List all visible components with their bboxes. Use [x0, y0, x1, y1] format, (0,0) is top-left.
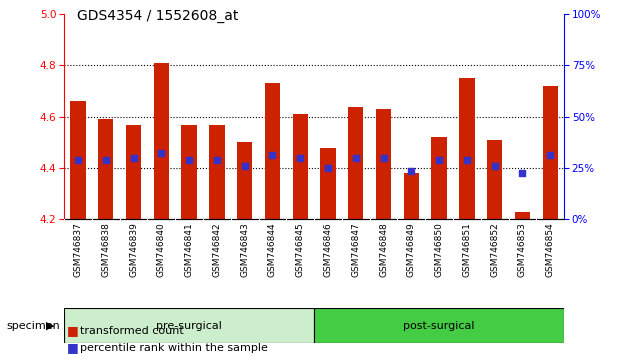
Point	[295, 155, 305, 161]
Point	[490, 163, 500, 169]
Bar	[98, 119, 113, 219]
Point	[351, 155, 361, 161]
Bar	[71, 102, 86, 219]
Point	[517, 171, 528, 176]
Text: ■: ■	[67, 341, 79, 354]
Point	[212, 158, 222, 163]
Point	[240, 163, 250, 169]
Bar	[126, 125, 141, 219]
Point	[101, 158, 111, 163]
Bar	[487, 140, 503, 219]
Point	[323, 165, 333, 171]
Bar	[209, 125, 224, 219]
Bar	[404, 173, 419, 219]
Bar	[64, 308, 314, 343]
Bar	[292, 114, 308, 219]
Point	[156, 150, 167, 156]
Bar	[542, 86, 558, 219]
Bar	[265, 84, 280, 219]
Bar	[431, 137, 447, 219]
Bar	[314, 308, 564, 343]
Text: ■: ■	[67, 325, 79, 337]
Point	[406, 168, 417, 173]
Text: GDS4354 / 1552608_at: GDS4354 / 1552608_at	[77, 9, 238, 23]
Bar	[376, 109, 391, 219]
Point	[267, 153, 278, 158]
Point	[128, 155, 138, 161]
Bar	[154, 63, 169, 219]
Bar	[237, 143, 253, 219]
Bar	[320, 148, 336, 219]
Bar	[181, 125, 197, 219]
Text: ▶: ▶	[46, 321, 54, 331]
Bar	[348, 107, 363, 219]
Point	[73, 158, 83, 163]
Text: percentile rank within the sample: percentile rank within the sample	[80, 343, 268, 353]
Text: pre-surgical: pre-surgical	[156, 321, 222, 331]
Bar	[515, 212, 530, 219]
Point	[184, 158, 194, 163]
Text: transformed count: transformed count	[80, 326, 184, 336]
Bar	[459, 78, 474, 219]
Point	[462, 158, 472, 163]
Text: specimen: specimen	[6, 321, 60, 331]
Point	[545, 153, 555, 158]
Point	[378, 155, 388, 161]
Text: post-surgical: post-surgical	[403, 321, 475, 331]
Point	[434, 158, 444, 163]
